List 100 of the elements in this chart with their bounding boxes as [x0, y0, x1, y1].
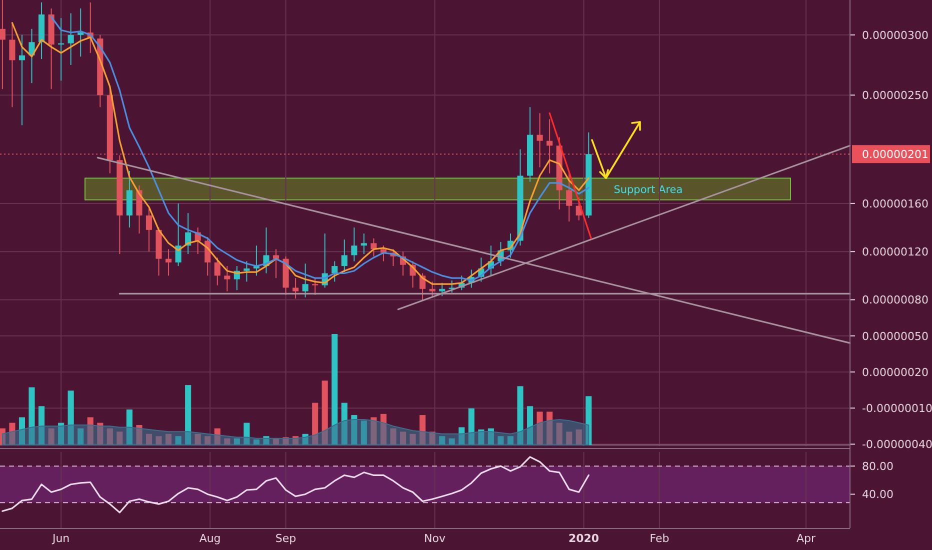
bar: [517, 386, 524, 445]
bar: [106, 428, 113, 445]
x-tick-label: Nov: [424, 532, 446, 545]
bar: [68, 390, 74, 445]
bar: [38, 406, 45, 445]
candlestick: [244, 260, 250, 282]
y-tick-label: -0.00000040: [862, 438, 932, 452]
bar: [58, 422, 64, 445]
bar: [282, 437, 289, 445]
candlestick: [360, 233, 367, 254]
bar: [263, 436, 270, 445]
candlestick: [341, 239, 348, 273]
bar: [234, 438, 240, 445]
bar: [458, 427, 465, 445]
candlestick: [448, 280, 455, 294]
bar: [292, 436, 299, 445]
bar: [224, 438, 230, 445]
bar: [18, 417, 26, 445]
bar: [351, 415, 358, 445]
y-tick-label: 0.00000120: [862, 246, 928, 259]
bar: [586, 396, 592, 445]
candlestick: [566, 172, 572, 222]
candlestick: [166, 248, 172, 276]
bar: [439, 436, 446, 445]
y-tick-label: 0.00000300: [862, 28, 928, 42]
bar: [360, 420, 367, 445]
bar: [0, 428, 6, 445]
candlestick: [78, 8, 84, 58]
x-tick-label: 2020: [568, 532, 600, 545]
candlestick: [429, 281, 436, 298]
candlestick: [272, 248, 280, 279]
bar: [488, 428, 494, 445]
bar: [302, 434, 308, 445]
bar: [341, 402, 348, 445]
candlestick: [332, 260, 338, 282]
candlestick: [312, 278, 318, 296]
bar: [194, 434, 201, 445]
bar: [204, 436, 211, 445]
y-tick-label: 0.00000250: [862, 89, 928, 102]
y-tick-label: -0.00000010: [862, 402, 932, 416]
bar: [312, 402, 318, 445]
line-series: [2, 456, 590, 514]
candlestick: [224, 266, 230, 292]
bar: [116, 432, 123, 445]
candlestick: [370, 238, 377, 257]
y-tick-label: 0.00000160: [862, 197, 928, 210]
bar: [48, 428, 54, 445]
bar: [214, 428, 220, 445]
y-tick-label: 40.00: [862, 488, 894, 502]
y-tick-label: 0.00000050: [862, 330, 928, 343]
candlestick: [9, 22, 16, 108]
bar: [498, 436, 504, 445]
candlestick: [351, 227, 358, 262]
bar: [468, 408, 474, 445]
bar: [156, 436, 162, 445]
x-tick-label: Sep: [275, 532, 296, 545]
candlestick: [439, 282, 446, 297]
candlestick: [302, 263, 308, 298]
bar: [576, 429, 582, 445]
x-tick-label: Aug: [199, 532, 221, 545]
bar: [448, 438, 455, 445]
bar: [28, 387, 35, 445]
x-tick-label: Feb: [650, 532, 670, 545]
bar: [175, 436, 182, 445]
bar: [253, 439, 260, 445]
bar: [527, 406, 534, 445]
bar: [146, 434, 152, 445]
bar: [244, 422, 250, 445]
bar: [370, 417, 377, 445]
candlestick: [214, 257, 220, 286]
bar: [556, 422, 562, 445]
ref-line-label: 0.00000201: [862, 148, 928, 162]
bar: [9, 422, 16, 445]
candlestick: [146, 208, 152, 252]
bar: [78, 428, 84, 445]
bar: [136, 425, 142, 445]
candlestick: [68, 12, 74, 66]
y-tick-label: 0.00000080: [862, 294, 928, 307]
bar: [166, 434, 172, 445]
bar: [507, 436, 514, 445]
bar: [390, 428, 396, 445]
candlestick: [292, 278, 299, 300]
bar: [546, 412, 553, 445]
x-tick-label: Jun: [51, 532, 70, 545]
bar: [536, 412, 543, 445]
y-tick-label: 0.00000020: [862, 366, 928, 379]
bar: [126, 409, 132, 445]
bar: [420, 415, 426, 445]
candlestick: [18, 34, 26, 126]
bar: [380, 414, 387, 445]
candlestick: [28, 28, 35, 84]
bar: [185, 385, 192, 445]
bar: [429, 432, 436, 445]
bar: [400, 432, 406, 445]
bar: [272, 438, 280, 445]
bar: [87, 417, 94, 445]
band-label: Support Area: [614, 184, 683, 196]
bar: [97, 422, 104, 445]
candlestick: [0, 0, 6, 90]
bar: [478, 429, 484, 445]
